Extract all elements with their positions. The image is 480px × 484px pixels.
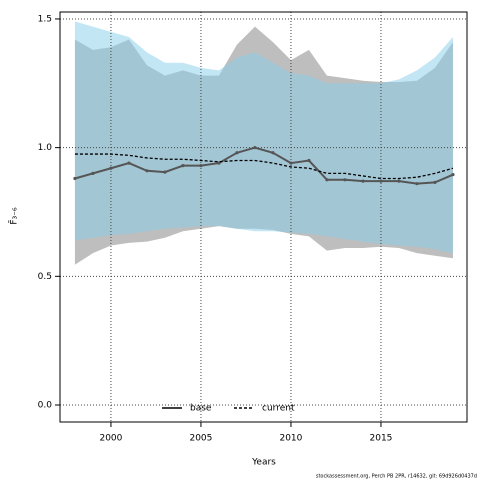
point xyxy=(127,161,131,165)
point xyxy=(109,166,113,170)
y-tick-label: 1.0 xyxy=(38,143,53,153)
footer: stockassessment.org, Perch PB 2PR, r1463… xyxy=(316,474,477,480)
point xyxy=(361,179,365,183)
point xyxy=(235,151,239,155)
y-tick-label: 1.5 xyxy=(38,14,52,24)
x-tick-label: 2000 xyxy=(99,434,122,444)
point xyxy=(307,158,311,163)
plot-frame xyxy=(59,11,468,423)
point xyxy=(379,179,383,183)
legend-label: current xyxy=(262,404,295,414)
point xyxy=(289,161,293,165)
point xyxy=(343,178,347,182)
point xyxy=(415,182,419,186)
point xyxy=(91,171,95,175)
point xyxy=(181,164,185,168)
y-tick-label: 0.0 xyxy=(38,401,53,411)
point xyxy=(163,170,167,174)
legend-label: base xyxy=(190,404,212,414)
point xyxy=(433,180,437,184)
point xyxy=(253,146,257,150)
point xyxy=(451,173,455,177)
x-tick-label: 2010 xyxy=(279,434,302,444)
x-axis-label: Years xyxy=(251,458,276,468)
y-axis-label: F̄₃₋₆ xyxy=(8,207,20,225)
confidence-band xyxy=(74,21,453,254)
x-tick-label: 2005 xyxy=(189,434,212,444)
x-tick-label: 2015 xyxy=(370,434,393,444)
point xyxy=(271,151,275,155)
series-line xyxy=(74,146,454,185)
point xyxy=(325,178,329,182)
series-line xyxy=(74,153,454,180)
point xyxy=(397,179,401,183)
y-tick-label: 0.5 xyxy=(38,272,52,282)
point xyxy=(199,164,203,168)
point xyxy=(73,176,77,181)
point xyxy=(145,169,149,173)
